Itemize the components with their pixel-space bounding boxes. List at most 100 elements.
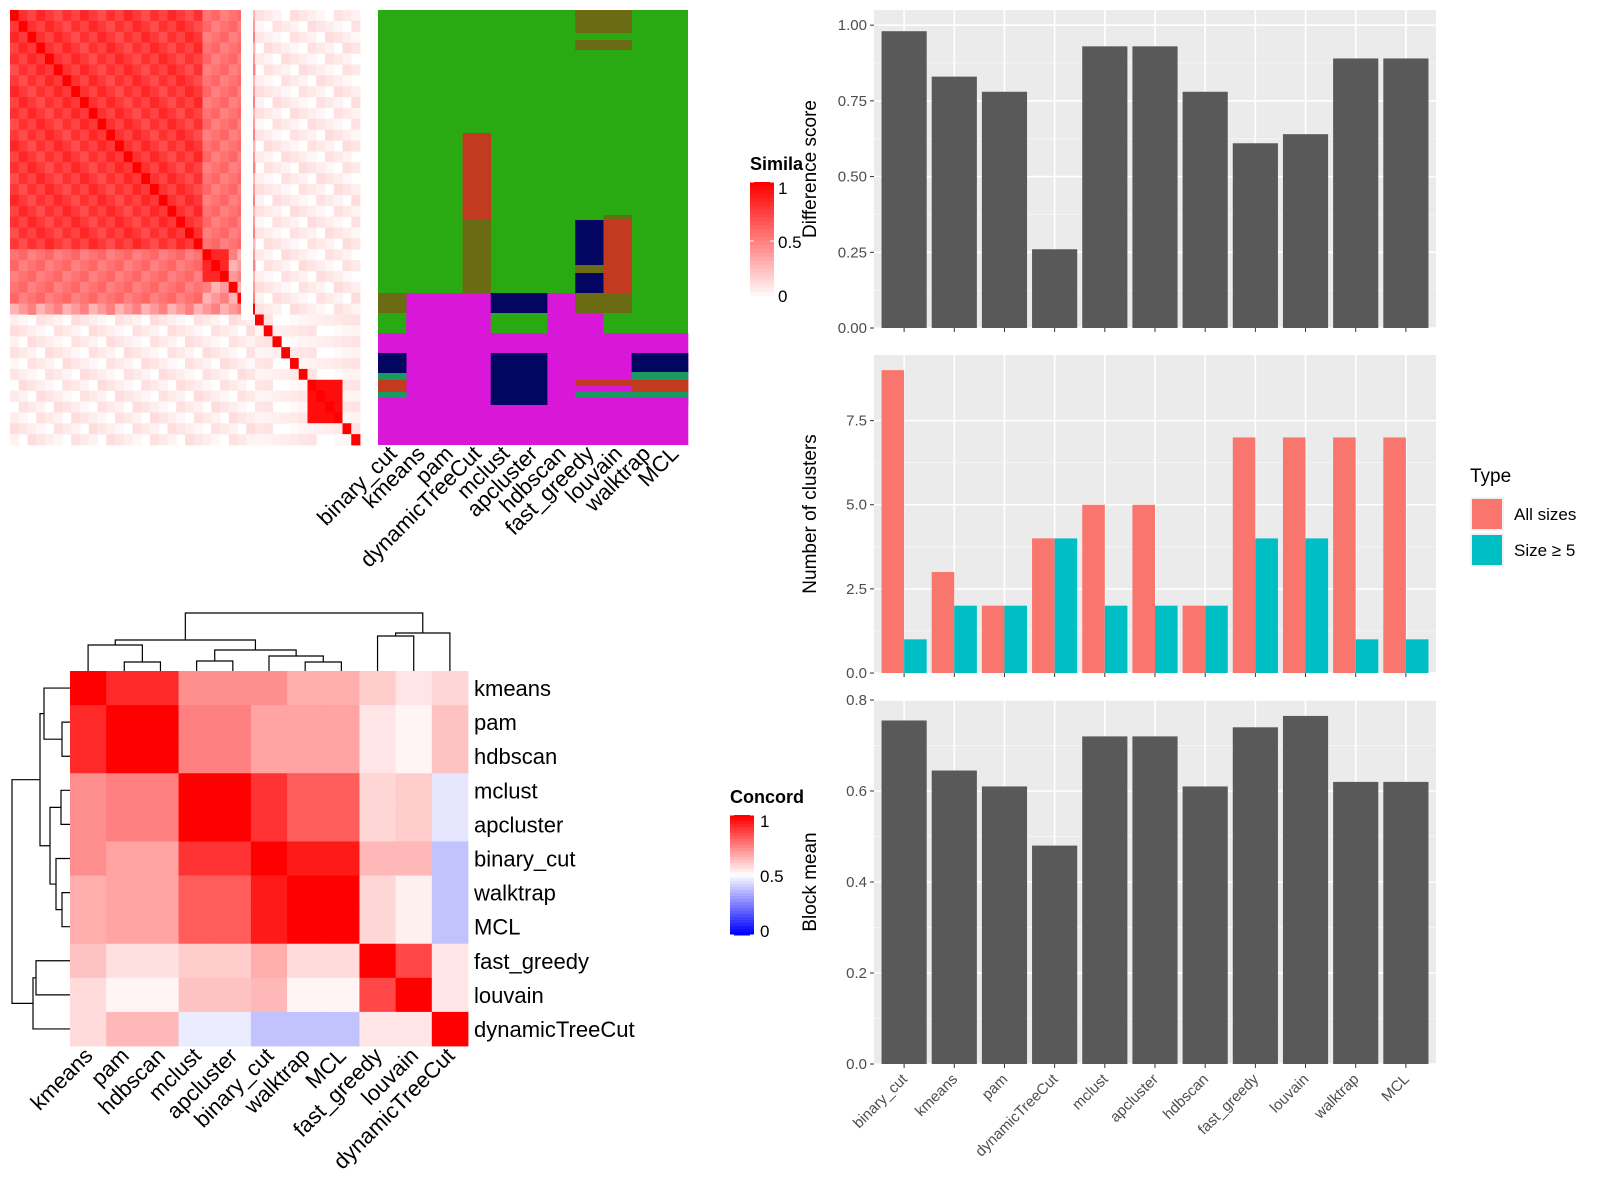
heat-cell [211, 434, 221, 446]
legend-gradient-step [730, 905, 754, 909]
heat-cell [246, 325, 256, 337]
heat-cell [325, 336, 335, 348]
heat-cell [307, 412, 317, 424]
heat-cell [255, 31, 265, 44]
heat-cell [316, 118, 326, 131]
concordance-cell [395, 1011, 433, 1047]
heat-cell [220, 107, 230, 120]
heat-cell [115, 412, 125, 424]
heat-cell [228, 118, 238, 131]
heat-cell [88, 53, 98, 65]
heat-cell [211, 173, 221, 185]
heat-cell [80, 260, 90, 272]
heat-cell [150, 423, 160, 435]
heat-cell [132, 194, 142, 207]
y-tick-label: 7.5 [846, 413, 867, 430]
y-tick-label: 1.00 [838, 17, 867, 34]
concordance-cell [395, 943, 433, 979]
heat-cell [220, 20, 230, 33]
legend-gradient-step [730, 818, 754, 822]
heat-cell [263, 314, 273, 326]
heat-cell [141, 292, 151, 305]
heat-cell [115, 53, 125, 65]
heat-cell [167, 423, 177, 435]
heat-cell [307, 314, 317, 326]
heat-cell [202, 64, 212, 76]
heat-cell [193, 281, 203, 294]
heat-cell [272, 260, 282, 272]
heat-cell [237, 314, 247, 326]
concordance-cell [431, 705, 469, 740]
heat-cell [88, 64, 98, 76]
heat-cell [167, 205, 177, 218]
heat-cell [325, 390, 335, 402]
legend-gradient-step [750, 189, 774, 195]
heat-cell [62, 292, 72, 305]
heat-cell [185, 205, 195, 218]
legend-gradient-step [730, 854, 754, 858]
heat-cell [228, 205, 238, 218]
bar [1232, 143, 1278, 328]
heat-cell [290, 42, 300, 54]
cluster-block [575, 380, 632, 386]
heat-cell [80, 249, 90, 261]
heat-cell [211, 401, 221, 413]
concordance-cell [106, 977, 143, 1013]
heat-cell [71, 118, 81, 131]
heat-cell [62, 118, 72, 131]
y-tick-label: 0.8 [846, 692, 867, 709]
heat-cell [290, 325, 300, 337]
heat-cell [45, 390, 55, 402]
heat-cell [18, 75, 28, 87]
heat-cell [228, 347, 238, 359]
heat-cell [290, 31, 300, 44]
heat-cell [342, 358, 352, 370]
heat-cell [211, 412, 221, 424]
heat-cell [193, 205, 203, 218]
heat-cell [220, 173, 230, 185]
heat-cell [18, 249, 28, 261]
concordance-cell [323, 977, 360, 1013]
similarity-tick-1: 1 [778, 179, 787, 198]
concordance-cell [178, 1011, 216, 1047]
concordance-cell [214, 841, 252, 876]
heat-cell [298, 314, 308, 326]
heat-cell [325, 140, 335, 152]
heat-cell [10, 162, 20, 174]
heat-cell [53, 42, 63, 54]
dendrogram-branch [87, 644, 143, 671]
heat-cell [132, 20, 142, 33]
heat-cell [228, 303, 238, 315]
heat-cell [193, 118, 203, 131]
legend-gradient-step [750, 182, 774, 187]
heat-cell [298, 53, 308, 65]
heat-cell [80, 107, 90, 120]
concordance-cell [359, 1011, 397, 1047]
concordance-cell [395, 977, 433, 1013]
heat-cell [290, 194, 300, 207]
heat-cell [272, 107, 282, 120]
heat-cell [88, 86, 98, 98]
heat-cell [36, 129, 46, 141]
heat-cell [80, 64, 90, 76]
heat-cell [342, 249, 352, 261]
concordance-cell [142, 739, 179, 774]
dendrogram-branch [11, 779, 40, 1004]
heat-cell [88, 194, 98, 207]
heat-cell [325, 292, 335, 305]
heat-cell [193, 390, 203, 402]
heat-cell [298, 358, 308, 370]
legend-gradient-step [730, 857, 754, 861]
heat-cell [272, 86, 282, 98]
heat-cell [27, 194, 37, 207]
heat-cell [307, 423, 317, 435]
heat-cell [263, 368, 273, 381]
heat-cell [158, 162, 168, 174]
heat-cell [27, 336, 37, 348]
dendrogram-branch [376, 635, 415, 671]
heat-cell [106, 162, 116, 174]
heat-cell [36, 401, 46, 413]
heat-cell [97, 205, 107, 218]
concordance-cell [250, 977, 288, 1013]
heat-cell [342, 42, 352, 54]
